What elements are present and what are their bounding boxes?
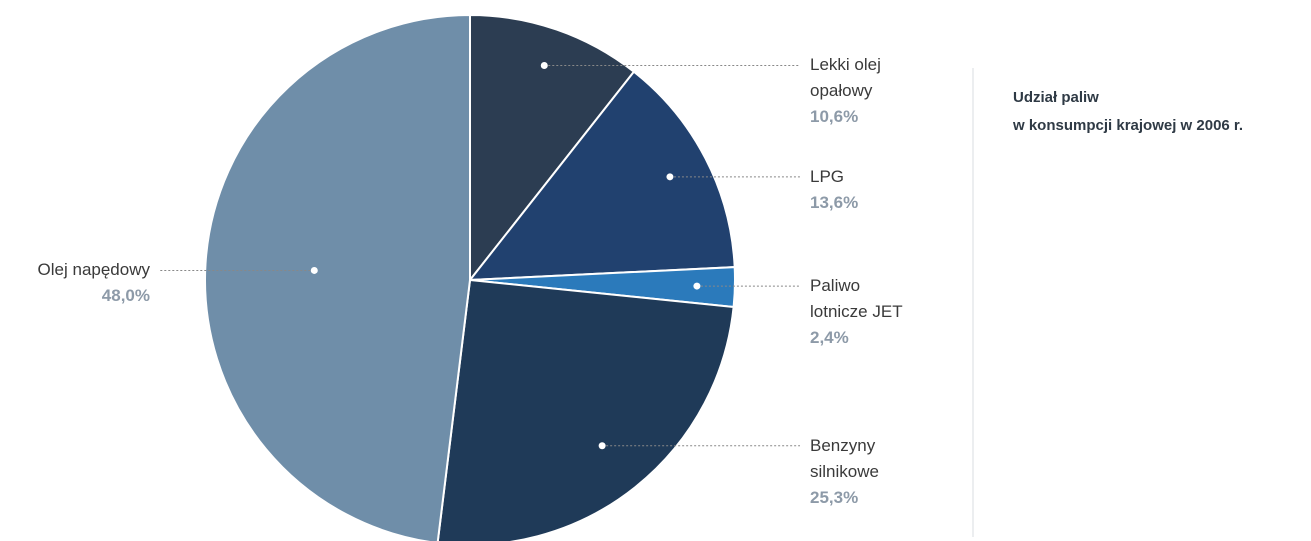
leader-dot [666,173,674,181]
slice-label: Paliwo lotnicze JET 2,4% [810,273,920,351]
slice-name: Lekki olej opałowy [810,55,881,101]
leader-dot [598,442,606,450]
slice-value: 2,4% [810,328,849,348]
slice-label: Benzyny silnikowe 25,3% [810,433,905,511]
slice-name: LPG [810,166,845,186]
slice-value: 25,3% [810,487,859,507]
pie-slice [469,13,636,283]
slice-value: 48,0% [101,286,150,306]
slice-name: Benzyny silnikowe [810,435,879,481]
slice-label: LPG 13,6% [810,164,930,216]
chart-subtitle: w konsumpcji krajowej w 2006 r. [1013,117,1244,134]
chart-title: Udział paliw [1013,89,1099,106]
slice-name: Olej napędowy [37,260,150,280]
slice-label: Lekki olej opałowy 10,6% [810,52,905,130]
pie-slice [467,70,736,282]
pie-slice [436,278,735,541]
leader-dot [540,61,548,69]
leader-dot [310,266,318,274]
leader-dot [693,282,701,290]
pie-slice [204,13,471,541]
slice-value: 13,6% [810,192,859,212]
title-block: Udział paliw w konsumpcji krajowej w 200… [1013,84,1243,140]
slice-value: 10,6% [810,107,859,127]
slice-label: Olej napędowy 48,0% [0,257,150,309]
slice-name: Paliwo lotnicze JET [810,276,903,322]
